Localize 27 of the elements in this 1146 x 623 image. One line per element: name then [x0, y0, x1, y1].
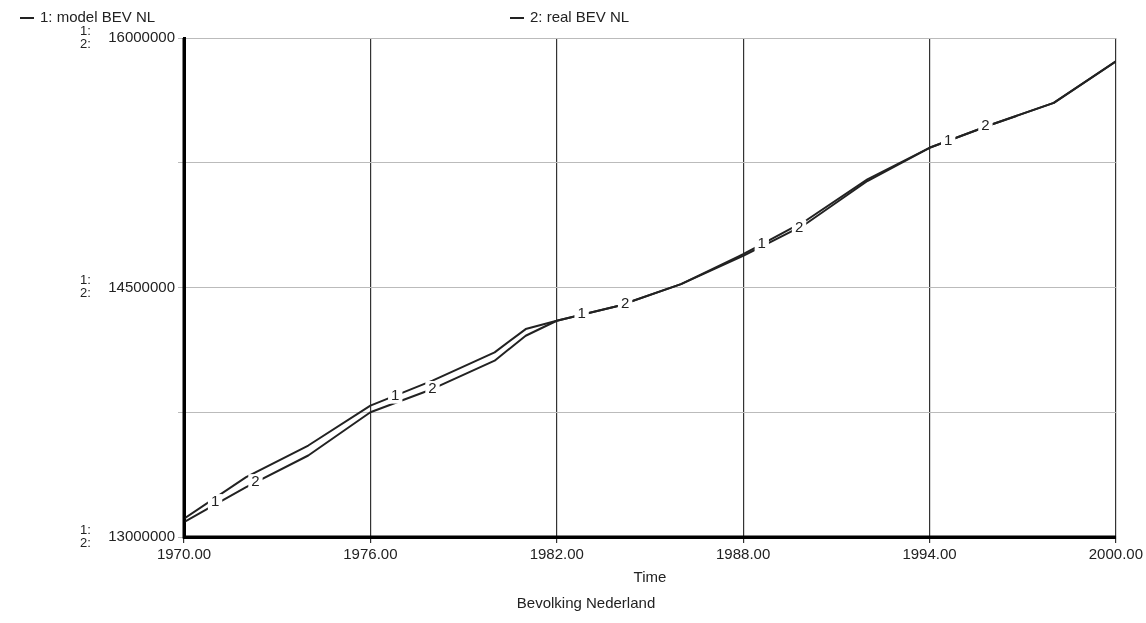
annotation: 2 — [981, 116, 990, 134]
x-tick-label: 1976.00 — [343, 545, 398, 563]
annotation: 1 — [577, 304, 586, 322]
text: 1: — [80, 521, 91, 537]
annotation: 2 — [428, 379, 437, 397]
y-tick-label: 14500000 — [108, 277, 175, 295]
text: 1: — [80, 272, 91, 288]
text: 2: — [80, 35, 91, 51]
x-tick-label: 1982.00 — [529, 545, 584, 563]
x-tick-label: 1970.00 — [156, 545, 212, 563]
text: 2: — [80, 534, 91, 550]
legend-label: 2: real BEV NL — [530, 8, 630, 26]
x-tick-label: 1994.00 — [902, 545, 957, 563]
text: Bevolking Nederland — [516, 594, 656, 612]
x-axis-title: Time — [633, 568, 667, 586]
annotation: 1 — [757, 234, 766, 252]
x-tick-label: 2000.00 — [1088, 545, 1144, 563]
y-tick-label: 16000000 — [108, 28, 175, 46]
text: 2: — [80, 285, 91, 301]
annotation: 2 — [620, 294, 630, 312]
x-tick-label: 1988.00 — [716, 545, 771, 563]
y-tick-label: 13000000 — [108, 527, 175, 545]
annotation: 2 — [251, 472, 260, 490]
annotation: 1 — [210, 492, 220, 510]
annotation: 2 — [794, 217, 804, 235]
annotation: 1 — [943, 131, 953, 149]
annotation: 1 — [391, 385, 400, 403]
